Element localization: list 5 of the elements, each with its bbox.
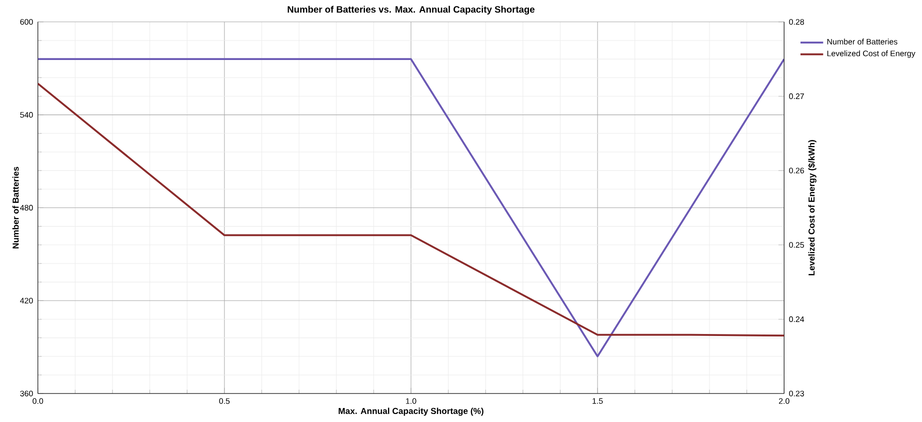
chart-title: Number of Batteries vs. Max. Annual Capacity Shortage <box>288 6 534 14</box>
y-axis-title: Number of Batteries <box>12 166 19 248</box>
y2-axis-title: Levelized Cost of Energy ($/kWh) <box>808 140 816 276</box>
line-series <box>38 82 784 336</box>
x-axis-title: Max. Annual Capacity Shortage (%) <box>338 407 484 416</box>
